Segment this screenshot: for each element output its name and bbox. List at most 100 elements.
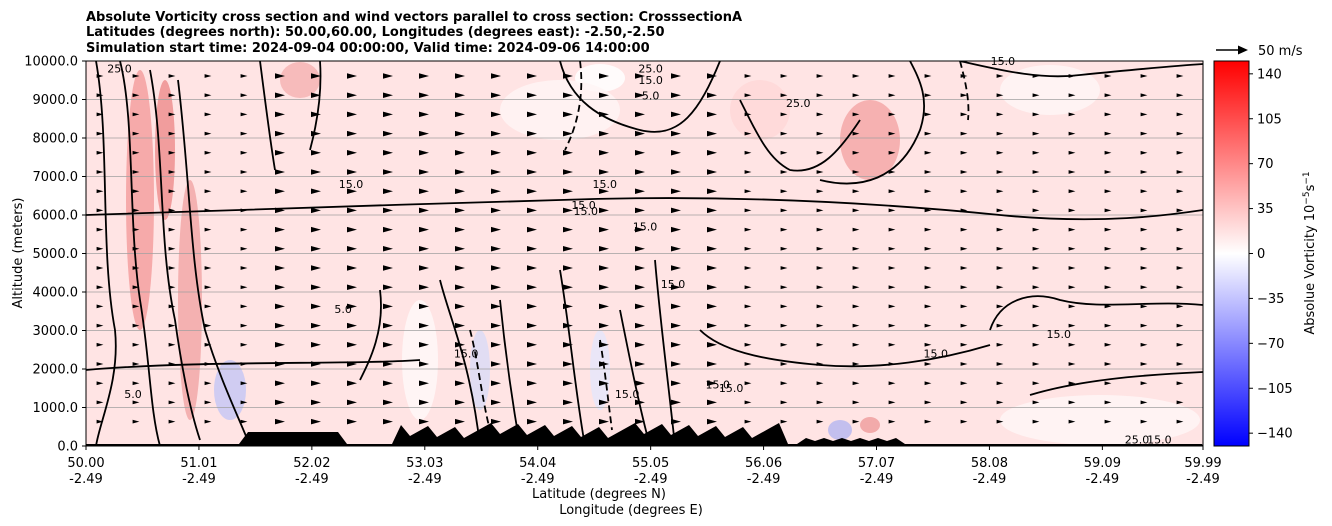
colorbar-label-unit-exponent: −1 <box>1302 171 1312 184</box>
colorbar-tick-label-1: 105 <box>1257 112 1282 127</box>
wind-vector-183 <box>419 303 429 310</box>
contour-label-12: 5.0 <box>334 303 352 316</box>
wind-vector-587 <box>1176 400 1184 405</box>
wind-vector-243 <box>527 361 537 367</box>
wind-vector-400 <box>852 93 860 98</box>
field-blob-6 <box>500 80 620 140</box>
wind-vector-537 <box>1104 170 1112 174</box>
colorbar-ticks: 140 105 70 35 0 −35 −70 −105 −140 <box>1249 67 1293 442</box>
wind-vector-378 <box>780 400 788 405</box>
wind-vector-66 <box>204 246 212 251</box>
wind-vector-431 <box>888 323 896 328</box>
wind-vector-557 <box>1140 189 1148 194</box>
contour-line-negative-2 <box>599 339 613 431</box>
wind-vector-341 <box>707 418 717 425</box>
wind-vector-420 <box>888 112 896 117</box>
wind-vector-574 <box>1176 150 1184 155</box>
wind-vector-450 <box>924 323 932 328</box>
quiver-key: 50 m/s <box>1216 44 1303 59</box>
wind-vector-251 <box>563 150 573 156</box>
wind-vector-191 <box>455 92 465 98</box>
wind-vector-232 <box>527 150 537 156</box>
wind-vector-41 <box>168 131 176 136</box>
wind-vector-110 <box>275 361 285 367</box>
wind-vector-438 <box>924 93 932 98</box>
contour-label-7: 15.0 <box>719 382 744 395</box>
wind-vector-343 <box>744 93 752 98</box>
wind-vector-578 <box>1176 227 1184 232</box>
chart-title-line-3: Simulation start time: 2024-09-04 00:00:… <box>86 41 650 56</box>
wind-vector-22 <box>132 131 140 136</box>
wind-vector-369 <box>780 227 788 232</box>
wind-vector-98 <box>275 130 285 137</box>
wind-vector-465 <box>960 246 968 251</box>
wind-vector-573 <box>1176 131 1184 136</box>
wind-vector-459 <box>960 131 968 136</box>
wind-vector-536 <box>1104 150 1112 155</box>
x-axis-label-latitude: Latitude (degrees N) <box>532 487 666 502</box>
colorbar-label-exponent: −5 <box>1302 191 1312 204</box>
wind-vector-379 <box>780 419 788 424</box>
wind-vector-377 <box>780 381 788 386</box>
wind-vector-392 <box>816 304 824 309</box>
wind-vector-538 <box>1104 189 1112 194</box>
wind-vector-182 <box>419 284 429 290</box>
wind-vector-457 <box>960 93 968 98</box>
x-tick-label-lon-6: -2.49 <box>747 472 781 487</box>
x-tick-label-lat-5: 55.05 <box>632 456 669 471</box>
wind-vector-448 <box>924 285 932 290</box>
wind-vector-108 <box>275 322 285 329</box>
wind-vector-455 <box>924 419 932 424</box>
contour-line-14 <box>819 61 925 185</box>
wind-vector-218 <box>491 246 501 252</box>
contour-label-20: 25.0 <box>1125 434 1150 447</box>
wind-vector-99 <box>275 150 285 156</box>
wind-vector-45 <box>168 208 176 213</box>
wind-vector-114 <box>311 73 321 79</box>
contour-line-negative-3 <box>959 61 970 121</box>
contour-line-2 <box>149 69 201 441</box>
contour-line-5 <box>86 359 421 371</box>
wind-vector-56 <box>168 419 176 424</box>
wind-vector-313 <box>671 246 681 252</box>
wind-vector-75 <box>204 419 212 424</box>
wind-vector-23 <box>132 150 140 155</box>
wind-vector-456 <box>960 74 968 78</box>
wind-vector-416 <box>852 400 860 405</box>
wind-vector-514 <box>1068 93 1076 98</box>
wind-vector-9 <box>96 246 104 251</box>
wind-vector-202 <box>455 303 465 310</box>
y-axis-label: Altitude (meters) <box>11 198 26 309</box>
wind-vector-221 <box>491 303 501 310</box>
wind-vector-390 <box>816 266 824 270</box>
wind-vector-12 <box>96 304 104 309</box>
wind-vector-207 <box>455 399 465 406</box>
wind-vector-304 <box>671 73 681 79</box>
wind-vector-334 <box>707 284 717 290</box>
wind-vector-494 <box>1032 74 1040 78</box>
wind-vector-388 <box>816 227 824 232</box>
wind-vector-542 <box>1104 266 1112 270</box>
wind-vector-126 <box>311 303 321 310</box>
wind-vector-103 <box>275 226 285 233</box>
wind-vector-413 <box>852 342 860 347</box>
wind-vector-509 <box>1032 362 1040 366</box>
x-tick-label-lat-3: 53.03 <box>406 456 443 471</box>
wind-vector-169 <box>383 399 393 406</box>
wind-vector-84 <box>240 227 248 232</box>
wind-vector-345 <box>744 131 752 136</box>
wind-vector-288 <box>635 130 645 137</box>
wind-vector-222 <box>491 322 501 329</box>
contour-label-4: 15.0 <box>339 178 364 191</box>
wind-vector-569 <box>1140 419 1148 424</box>
wind-vector-158 <box>383 188 393 194</box>
wind-vector-485 <box>996 266 1004 270</box>
wind-vector-389 <box>816 246 824 251</box>
wind-vector-556 <box>1140 170 1148 174</box>
wind-vector-370 <box>780 246 788 251</box>
y-tick-label-6: 6000.0 <box>33 209 79 224</box>
wind-vector-525 <box>1068 304 1076 309</box>
wind-vector-87 <box>240 285 248 290</box>
colorbar-tick-label-3: 35 <box>1257 202 1274 217</box>
wind-vector-219 <box>491 265 501 271</box>
